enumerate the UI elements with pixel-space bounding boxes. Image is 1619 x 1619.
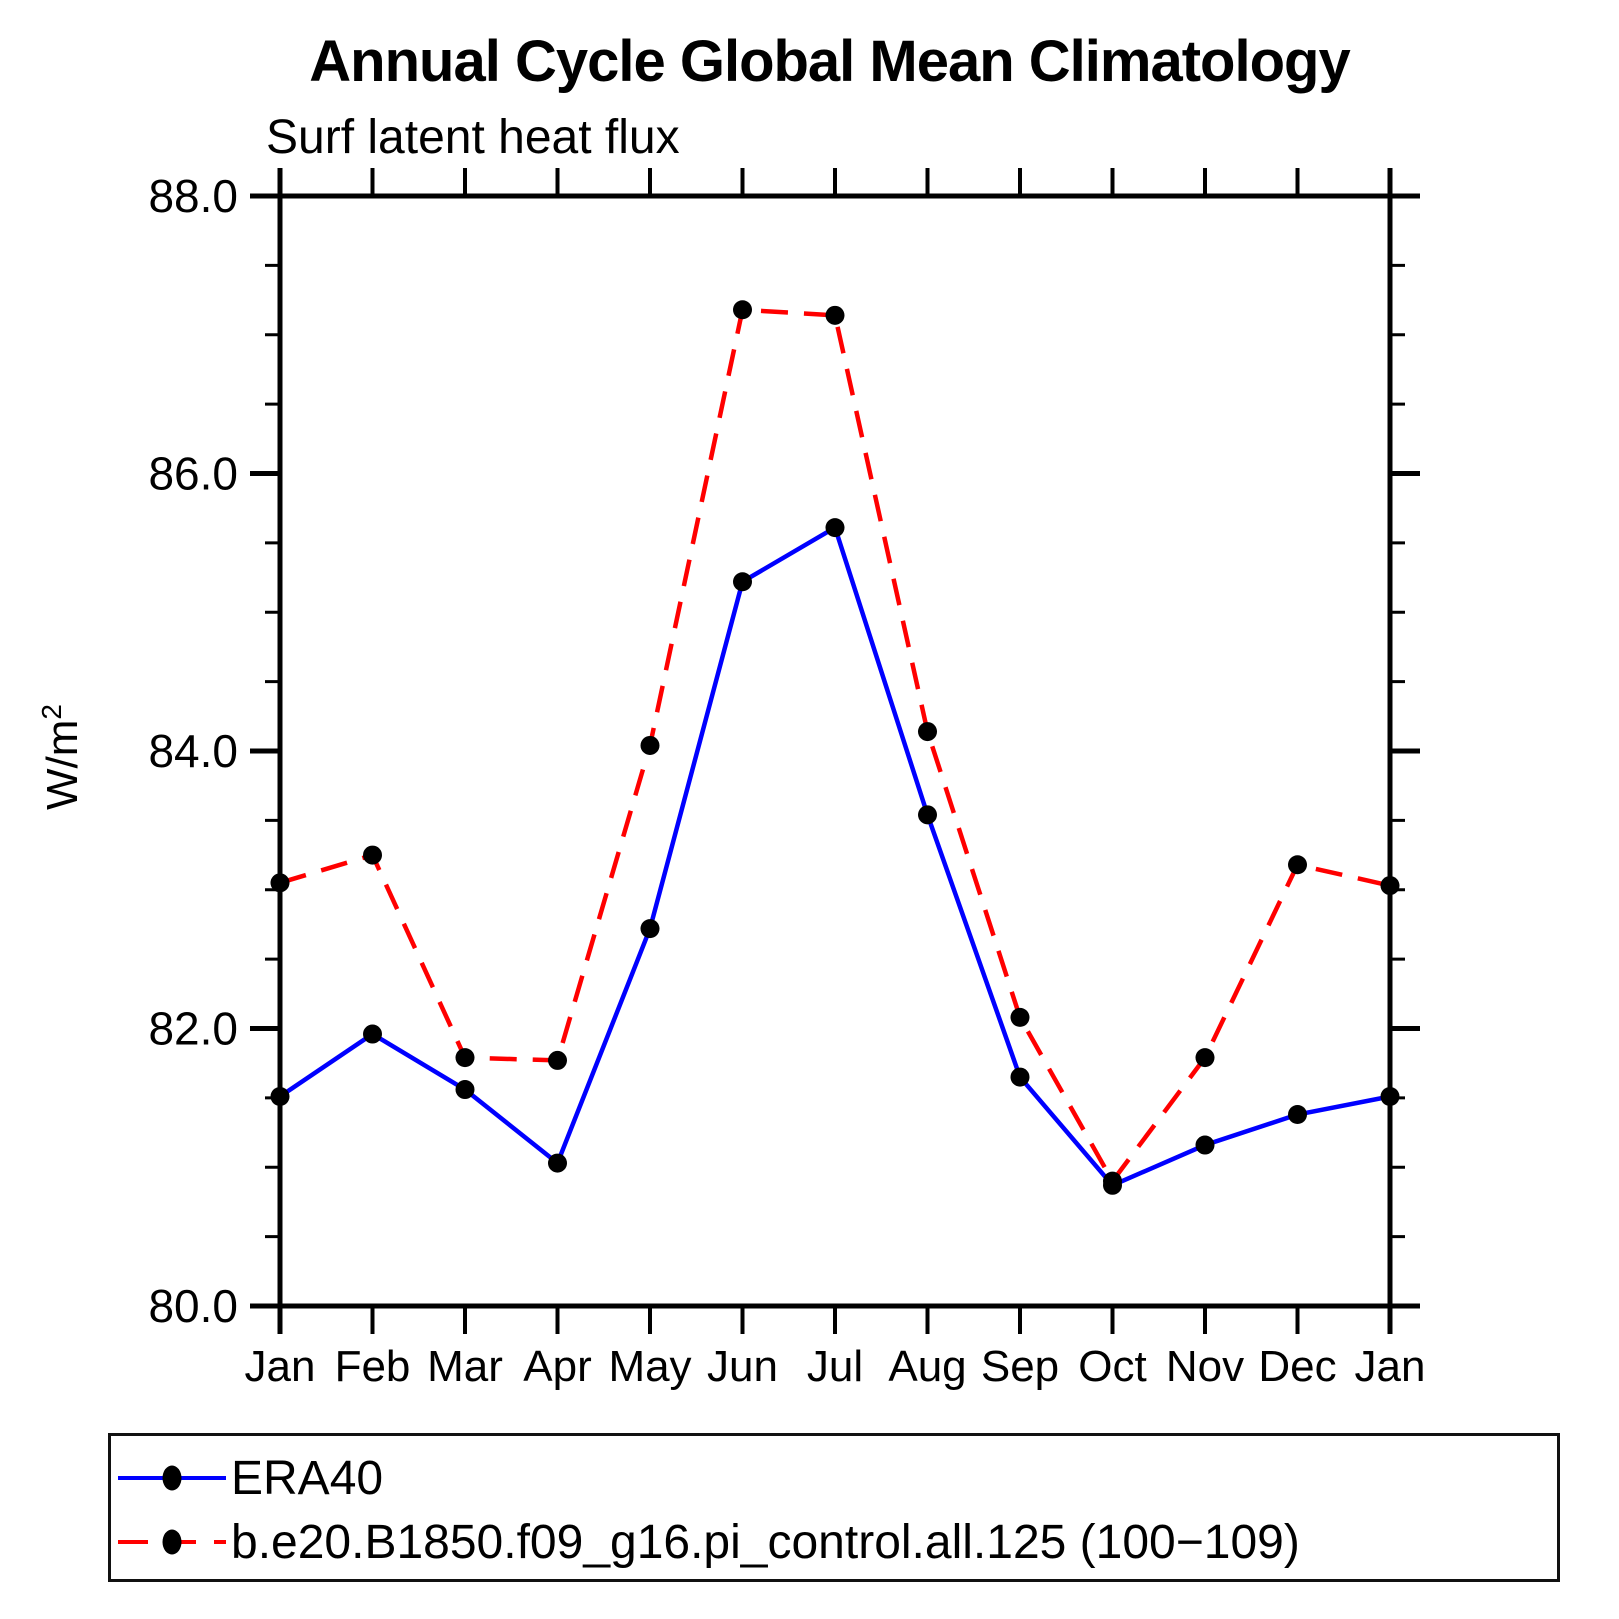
- svg-text:Mar: Mar: [427, 1342, 503, 1391]
- svg-text:Nov: Nov: [1166, 1342, 1244, 1391]
- svg-text:May: May: [608, 1342, 691, 1391]
- svg-text:Oct: Oct: [1078, 1342, 1146, 1391]
- legend-line-sample-era40: [118, 1465, 226, 1491]
- svg-text:Apr: Apr: [523, 1342, 591, 1391]
- legend-row-model: b.e20.B1850.f09_g16.pi_control.all.125 (…: [115, 1516, 1300, 1569]
- svg-text:Jan: Jan: [245, 1342, 316, 1391]
- legend: ERA40 b.e20.B1850.f09_g16.pi_control.all…: [108, 1433, 1560, 1582]
- svg-text:82.0: 82.0: [148, 1003, 238, 1055]
- svg-text:Dec: Dec: [1258, 1342, 1336, 1391]
- chart-title: Annual Cycle Global Mean Climatology: [309, 29, 1350, 94]
- svg-text:84.0: 84.0: [148, 725, 238, 777]
- legend-row-era40: ERA40: [115, 1452, 383, 1505]
- svg-text:Jan: Jan: [1355, 1342, 1426, 1391]
- legend-line-sample-model: [118, 1529, 226, 1555]
- legend-marker-era40: [162, 1465, 182, 1491]
- legend-label-model: b.e20.B1850.f09_g16.pi_control.all.125 (…: [231, 1515, 1300, 1569]
- svg-text:88.0: 88.0: [148, 170, 238, 222]
- svg-text:Sep: Sep: [981, 1342, 1059, 1391]
- svg-text:Aug: Aug: [888, 1342, 966, 1391]
- legend-label-era40: ERA40: [231, 1451, 384, 1505]
- svg-text:Jun: Jun: [707, 1342, 778, 1391]
- svg-text:80.0: 80.0: [148, 1280, 238, 1332]
- svg-text:Jul: Jul: [807, 1342, 863, 1391]
- svg-text:Feb: Feb: [335, 1342, 411, 1391]
- legend-marker-model: [162, 1529, 182, 1555]
- svg-text:86.0: 86.0: [148, 448, 238, 500]
- chart-subtitle: Surf latent heat flux: [266, 111, 680, 164]
